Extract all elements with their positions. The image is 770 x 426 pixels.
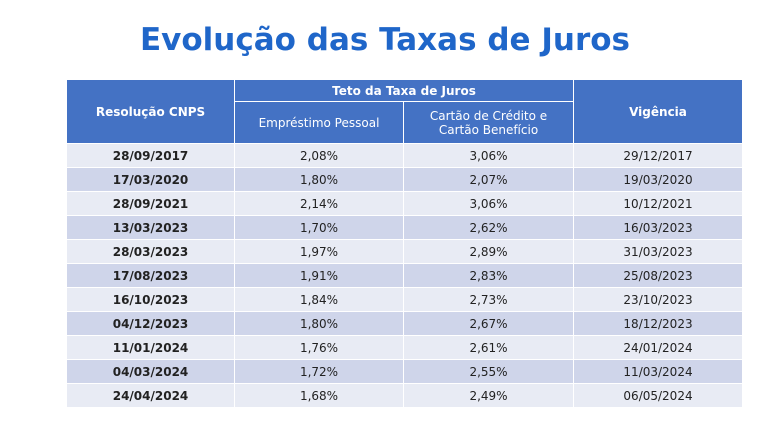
table-cell: 1,76% xyxy=(234,335,404,360)
table-row: 28/03/2023 1,97% 2,89% 31/03/2023 xyxy=(66,239,744,264)
header-cell: Empréstimo Pessoal xyxy=(234,101,404,144)
rates-table: Resolução CNPS Teto da Taxa de Juros Vig… xyxy=(66,79,744,408)
table-cell: 1,68% xyxy=(234,383,404,408)
table-row: 28/09/2021 2,14% 3,06% 10/12/2021 xyxy=(66,191,744,216)
table-cell: 2,55% xyxy=(402,359,575,384)
table-cell: 11/03/2024 xyxy=(573,359,744,384)
table-cell: 1,84% xyxy=(234,287,404,312)
table-row: 04/03/2024 1,72% 2,55% 11/03/2024 xyxy=(66,359,744,384)
table-cell: 18/12/2023 xyxy=(573,311,744,336)
table-cell: 16/10/2023 xyxy=(66,287,235,312)
table-cell: 16/03/2023 xyxy=(573,215,744,240)
header-cell: Resolução CNPS xyxy=(66,79,235,144)
table-cell: 10/12/2021 xyxy=(573,191,744,216)
page-title: Evolução das Taxas de Juros xyxy=(140,22,630,58)
table-cell: 2,49% xyxy=(402,383,575,408)
table-cell: 17/08/2023 xyxy=(66,263,235,288)
table-row: 17/08/2023 1,91% 2,83% 25/08/2023 xyxy=(66,263,744,288)
table-cell: 1,70% xyxy=(234,215,404,240)
header-cell: Vigência xyxy=(573,79,744,144)
table-row: 24/04/2024 1,68% 2,49% 06/05/2024 xyxy=(66,383,744,408)
table-cell: 31/03/2023 xyxy=(573,239,744,264)
table-row: 13/03/2023 1,70% 2,62% 16/03/2023 xyxy=(66,215,744,240)
table-row: 16/10/2023 1,84% 2,73% 23/10/2023 xyxy=(66,287,744,312)
table-cell: 2,73% xyxy=(402,287,575,312)
table-cell: 24/04/2024 xyxy=(66,383,235,408)
table-cell: 19/03/2020 xyxy=(573,167,744,192)
table-cell: 2,67% xyxy=(402,311,575,336)
table-cell: 2,07% xyxy=(402,167,575,192)
table-cell: 1,91% xyxy=(234,263,404,288)
table-cell: 25/08/2023 xyxy=(573,263,744,288)
table-cell: 1,97% xyxy=(234,239,404,264)
table-cell: 2,14% xyxy=(234,191,404,216)
table-cell: 2,08% xyxy=(234,143,404,168)
table-cell: 1,80% xyxy=(234,311,404,336)
table-row: 28/09/2017 2,08% 3,06% 29/12/2017 xyxy=(66,143,744,168)
table-row: 11/01/2024 1,76% 2,61% 24/01/2024 xyxy=(66,335,744,360)
table-row: 17/03/2020 1,80% 2,07% 19/03/2020 xyxy=(66,167,744,192)
table-cell: 04/03/2024 xyxy=(66,359,235,384)
table-cell: 29/12/2017 xyxy=(573,143,744,168)
table-cell: 24/01/2024 xyxy=(573,335,744,360)
table-cell: 2,89% xyxy=(402,239,575,264)
table-cell: 3,06% xyxy=(402,191,575,216)
table-cell: 23/10/2023 xyxy=(573,287,744,312)
table-cell: 2,61% xyxy=(402,335,575,360)
header-cell: Cartão de Crédito e Cartão Benefício xyxy=(402,101,575,144)
table-cell: 17/03/2020 xyxy=(66,167,235,192)
table-header: Resolução CNPS Teto da Taxa de Juros Vig… xyxy=(66,79,744,144)
table-cell: 11/01/2024 xyxy=(66,335,235,360)
table-cell: 1,72% xyxy=(234,359,404,384)
table-cell: 13/03/2023 xyxy=(66,215,235,240)
table-cell: 1,80% xyxy=(234,167,404,192)
table-cell: 28/03/2023 xyxy=(66,239,235,264)
table-cell: 3,06% xyxy=(402,143,575,168)
table-row: 04/12/2023 1,80% 2,67% 18/12/2023 xyxy=(66,311,744,336)
table-cell: 04/12/2023 xyxy=(66,311,235,336)
table-cell: 2,83% xyxy=(402,263,575,288)
table-cell: 06/05/2024 xyxy=(573,383,744,408)
table-body: 28/09/2017 2,08% 3,06% 29/12/2017 17/03/2020… xyxy=(66,143,744,408)
table-cell: 28/09/2017 xyxy=(66,143,235,168)
table-cell: 2,62% xyxy=(402,215,575,240)
table-cell: 28/09/2021 xyxy=(66,191,235,216)
header-cell: Teto da Taxa de Juros xyxy=(233,79,575,102)
